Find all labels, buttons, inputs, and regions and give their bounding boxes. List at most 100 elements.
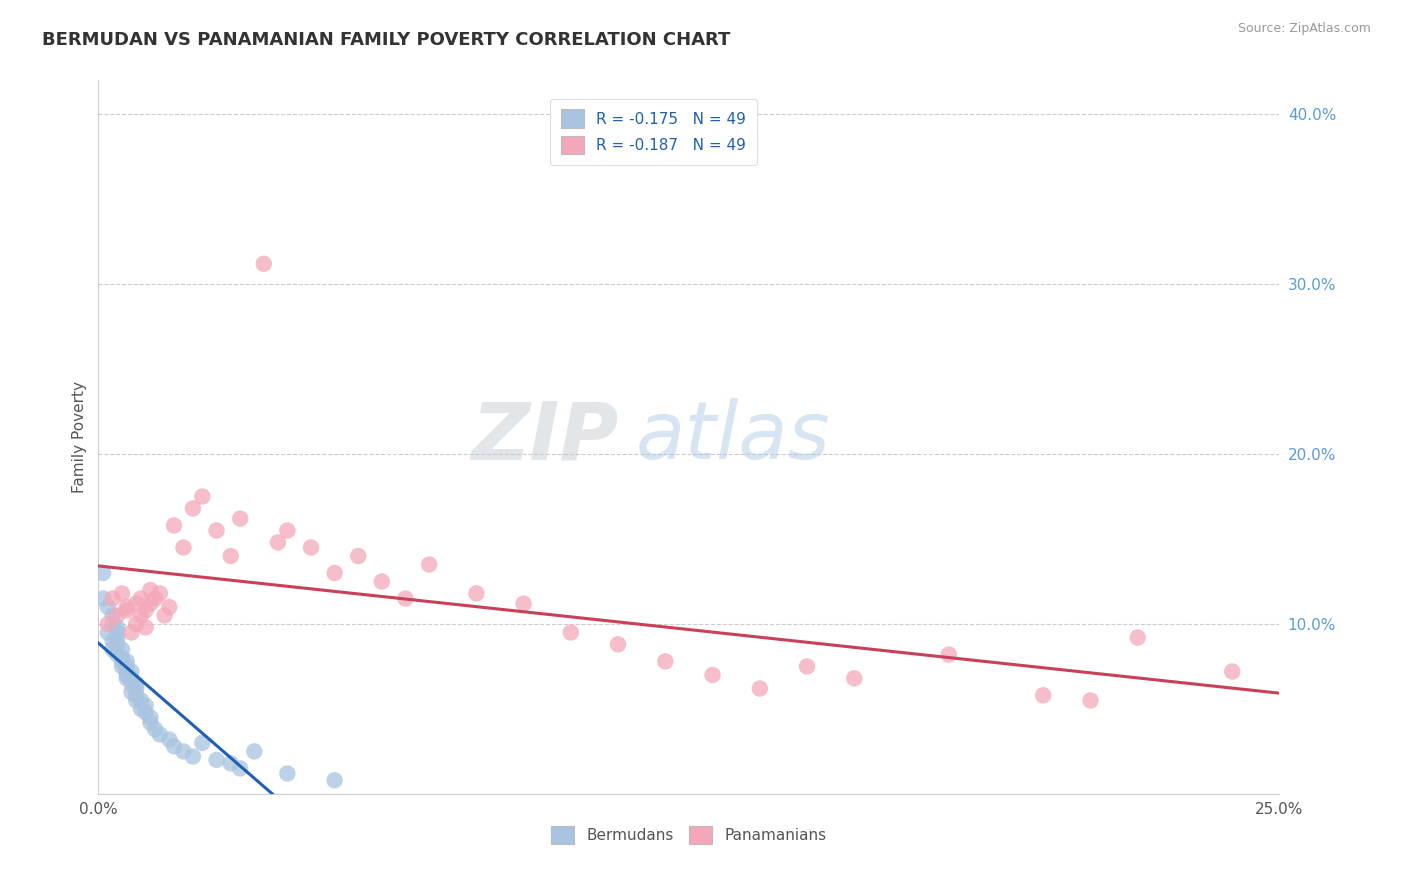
- Point: [101, 608, 124, 623]
- Point: [125, 689, 148, 703]
- Point: [135, 706, 157, 720]
- Point: [115, 665, 138, 679]
- Point: [157, 599, 180, 614]
- Text: Source: ZipAtlas.com: Source: ZipAtlas.com: [1237, 22, 1371, 36]
- Point: [143, 723, 166, 737]
- Point: [111, 651, 134, 665]
- Point: [129, 608, 152, 623]
- Point: [323, 773, 346, 788]
- Text: atlas: atlas: [636, 398, 831, 476]
- Point: [157, 732, 180, 747]
- Point: [115, 671, 138, 685]
- Point: [115, 668, 138, 682]
- Point: [276, 524, 298, 538]
- Point: [149, 586, 172, 600]
- Point: [748, 681, 770, 696]
- Point: [105, 648, 128, 662]
- Point: [111, 642, 134, 657]
- Point: [1126, 631, 1149, 645]
- Point: [149, 727, 172, 741]
- Point: [181, 749, 204, 764]
- Point: [125, 676, 148, 690]
- Point: [219, 549, 242, 563]
- Point: [371, 574, 394, 589]
- Point: [101, 642, 124, 657]
- Point: [129, 591, 152, 606]
- Point: [205, 753, 228, 767]
- Point: [560, 625, 582, 640]
- Point: [796, 659, 818, 673]
- Point: [129, 693, 152, 707]
- Point: [125, 693, 148, 707]
- Point: [219, 756, 242, 771]
- Point: [143, 591, 166, 606]
- Point: [347, 549, 370, 563]
- Point: [115, 654, 138, 668]
- Point: [105, 625, 128, 640]
- Point: [394, 591, 416, 606]
- Text: ZIP: ZIP: [471, 398, 619, 476]
- Point: [163, 739, 186, 754]
- Y-axis label: Family Poverty: Family Poverty: [72, 381, 87, 493]
- Point: [153, 608, 176, 623]
- Point: [91, 591, 114, 606]
- Point: [135, 603, 157, 617]
- Point: [101, 634, 124, 648]
- Point: [139, 710, 162, 724]
- Point: [654, 654, 676, 668]
- Point: [111, 586, 134, 600]
- Point: [111, 654, 134, 668]
- Point: [121, 685, 143, 699]
- Point: [105, 637, 128, 651]
- Point: [181, 501, 204, 516]
- Point: [844, 671, 866, 685]
- Point: [115, 599, 138, 614]
- Point: [125, 681, 148, 696]
- Point: [121, 665, 143, 679]
- Point: [125, 597, 148, 611]
- Point: [465, 586, 488, 600]
- Point: [205, 524, 228, 538]
- Point: [97, 625, 120, 640]
- Point: [229, 511, 252, 525]
- Point: [129, 702, 152, 716]
- Point: [101, 591, 124, 606]
- Point: [418, 558, 440, 572]
- Point: [938, 648, 960, 662]
- Point: [323, 566, 346, 580]
- Point: [229, 761, 252, 775]
- Point: [125, 617, 148, 632]
- Point: [97, 617, 120, 632]
- Point: [121, 671, 143, 685]
- Point: [139, 715, 162, 730]
- Point: [1220, 665, 1243, 679]
- Point: [163, 518, 186, 533]
- Point: [276, 766, 298, 780]
- Point: [139, 597, 162, 611]
- Point: [267, 535, 290, 549]
- Point: [191, 736, 214, 750]
- Point: [512, 597, 534, 611]
- Point: [115, 659, 138, 673]
- Point: [91, 566, 114, 580]
- Point: [121, 625, 143, 640]
- Point: [105, 631, 128, 645]
- Point: [97, 599, 120, 614]
- Point: [172, 744, 194, 758]
- Point: [135, 620, 157, 634]
- Point: [105, 620, 128, 634]
- Point: [191, 490, 214, 504]
- Point: [243, 744, 266, 758]
- Point: [115, 603, 138, 617]
- Point: [139, 582, 162, 597]
- Point: [101, 617, 124, 632]
- Point: [1080, 693, 1102, 707]
- Point: [111, 659, 134, 673]
- Point: [105, 608, 128, 623]
- Point: [299, 541, 322, 555]
- Point: [135, 698, 157, 713]
- Point: [702, 668, 724, 682]
- Point: [1032, 689, 1054, 703]
- Point: [253, 257, 276, 271]
- Point: [121, 676, 143, 690]
